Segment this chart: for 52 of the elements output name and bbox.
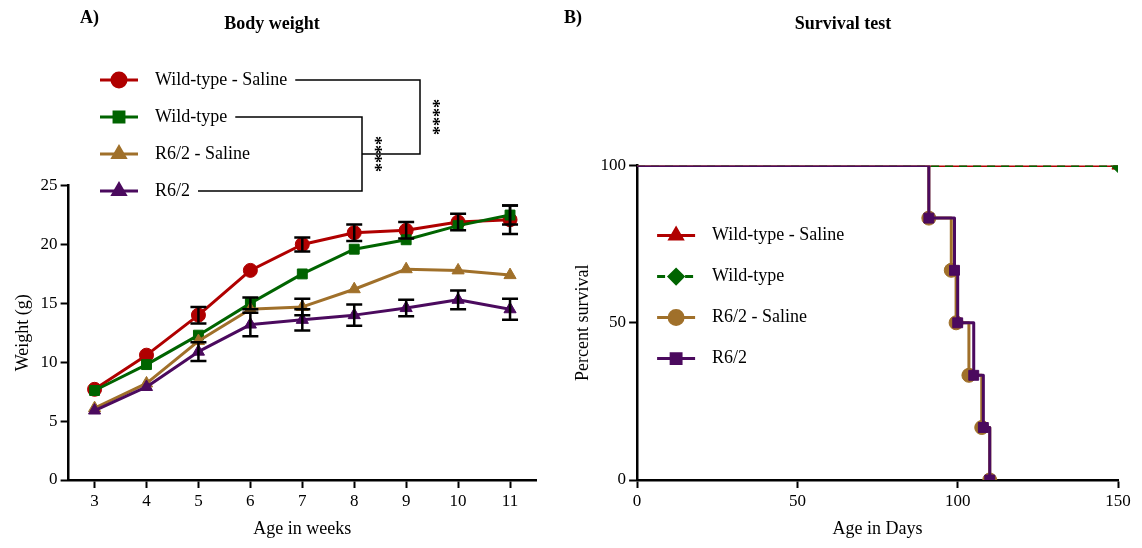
y-tick-label: 10 <box>40 351 58 371</box>
x-axis-title: Age in Days <box>832 517 923 538</box>
x-tick-label: 6 <box>246 490 255 510</box>
legend-label: R6/2 - Saline <box>712 306 808 327</box>
legend-label: Wild-type <box>712 265 785 286</box>
point <box>949 264 960 276</box>
y-tick-label: 100 <box>600 155 627 175</box>
x-tick-label: 100 <box>944 490 971 510</box>
point <box>348 243 360 255</box>
legend-label: R6/2 <box>155 179 191 200</box>
text: **** <box>423 99 444 135</box>
x-tick-label: 11 <box>501 490 519 510</box>
legend-label: Wild-type - Saline <box>155 68 288 89</box>
y-tick-label: 5 <box>49 410 58 430</box>
point <box>503 267 517 280</box>
y-tick-label: 15 <box>40 292 58 312</box>
x-tick-label: 7 <box>298 490 308 510</box>
x-tick-label: 0 <box>632 490 642 510</box>
y-tick-label: 0 <box>617 469 627 489</box>
y-tick-label: 0 <box>49 469 58 489</box>
x-tick-label: 50 <box>788 490 806 510</box>
y-axis-title: Weight (g) <box>11 294 33 372</box>
point <box>89 385 101 396</box>
y-tick-label: 20 <box>40 233 58 253</box>
point <box>968 369 980 381</box>
point <box>451 262 465 275</box>
point <box>139 379 154 391</box>
x-tick-label: 3 <box>90 490 99 510</box>
legend-label: Wild-type - Saline <box>712 224 845 245</box>
text: A) <box>80 6 99 28</box>
chart-title: Body weight <box>224 13 320 34</box>
x-tick-label: 5 <box>194 490 203 510</box>
legend-label: R6/2 <box>712 347 748 368</box>
y-axis-title: Percent survival <box>571 264 592 382</box>
y-tick-label: 25 <box>40 175 58 195</box>
text: B) <box>564 6 583 28</box>
point <box>141 359 152 371</box>
x-tick-label: 150 <box>1105 490 1131 510</box>
y-tick-label: 50 <box>609 312 627 332</box>
legend-label: Wild-type <box>155 105 228 126</box>
point <box>399 261 413 274</box>
point <box>952 317 964 329</box>
x-tick-label: 10 <box>449 490 467 510</box>
chart-title: Survival test <box>794 13 892 34</box>
x-tick-label: 4 <box>142 490 152 510</box>
x-axis-title: Age in weeks <box>253 517 352 538</box>
point <box>347 281 361 294</box>
x-tick-label: 8 <box>349 490 359 510</box>
legend-label: R6/2 - Saline <box>155 142 250 163</box>
point <box>296 268 308 280</box>
text: **** <box>365 136 386 172</box>
x-tick-label: 9 <box>401 490 411 510</box>
